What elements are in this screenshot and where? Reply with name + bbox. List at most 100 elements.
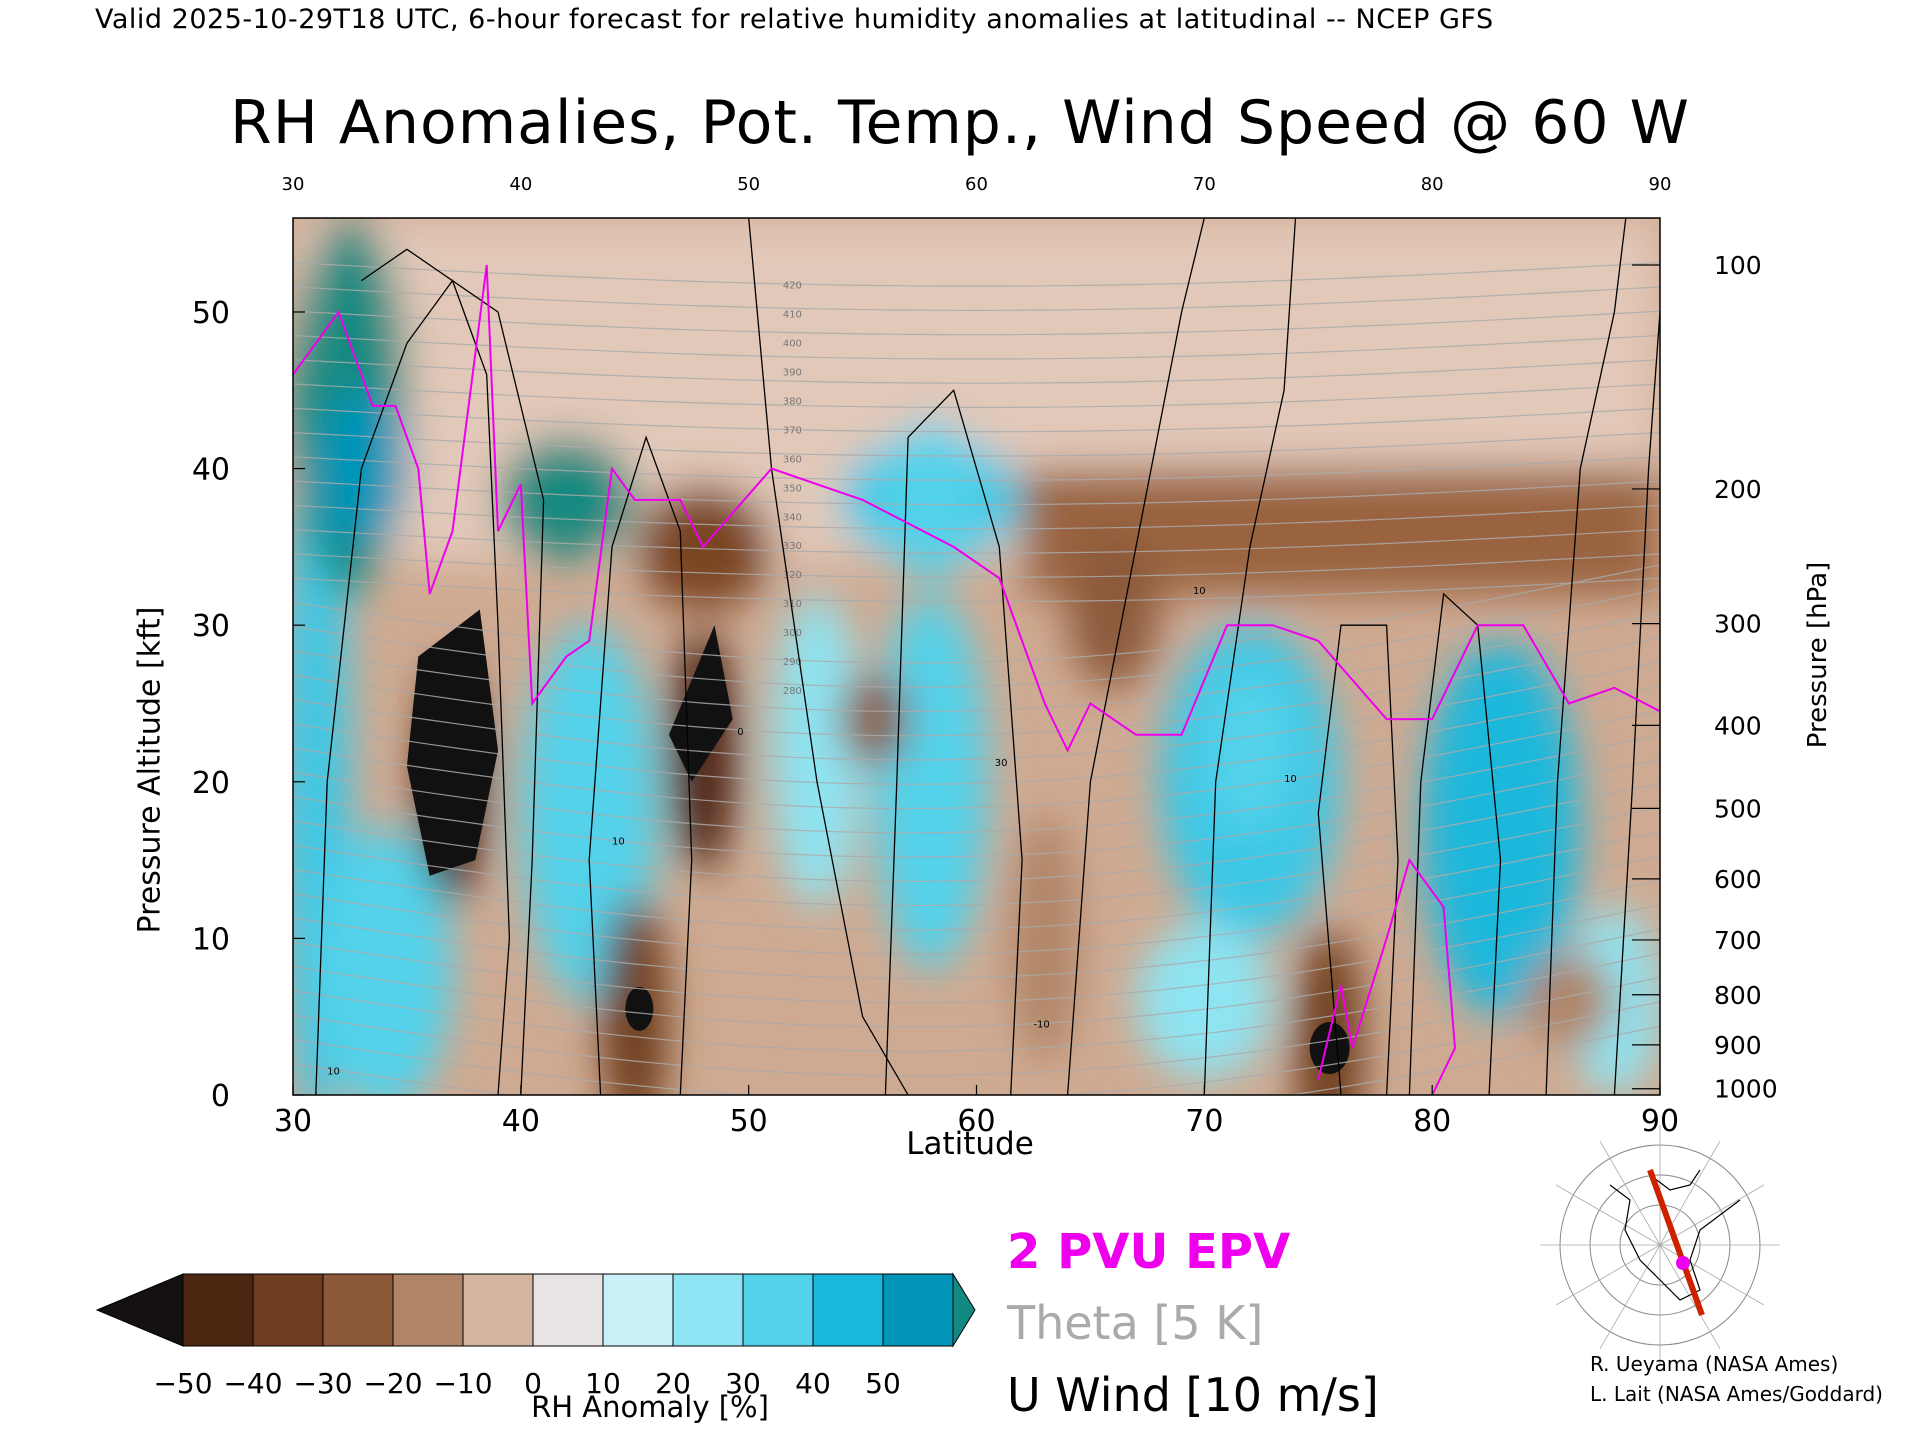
theta-label-350: 350 — [783, 483, 802, 494]
theta-label-290: 290 — [783, 657, 802, 668]
colorbar-tick-6: 10 — [585, 1367, 621, 1400]
theta-line-15 — [293, 661, 1660, 761]
x-top-tick-label-60: 60 — [965, 174, 988, 195]
wind-contours: 10 0 30 10 10 10 -10 — [315, 218, 1660, 1095]
x-tick-label-40: 40 — [502, 1104, 540, 1139]
y-tick-label-10: 10 — [192, 922, 230, 957]
colorbar-swatch-3 — [322, 1273, 394, 1347]
theta-line-4 — [293, 928, 1660, 1028]
x-top-tick-label-70: 70 — [1193, 174, 1216, 195]
wind-contour-8 — [1408, 592, 1502, 1095]
p-tick-label-700: 700 — [1714, 926, 1762, 955]
y-tick-label-40: 40 — [192, 453, 230, 488]
p-tick-label-1000: 1000 — [1714, 1075, 1778, 1104]
colorbar-swatch-5 — [462, 1273, 534, 1347]
colorbar-left-arrow — [95, 1273, 184, 1347]
theta-line-11 — [293, 758, 1660, 858]
theta-line-2 — [293, 976, 1660, 1077]
map-meridian-150 — [1555, 1244, 1661, 1306]
wind-label-4: 10 — [1193, 586, 1206, 597]
map-meridian-240 — [1599, 1140, 1661, 1246]
theta-line-20 — [293, 577, 1660, 603]
theta-label-330: 330 — [783, 541, 802, 552]
theta-label-370: 370 — [783, 425, 802, 436]
colorbar-label: RH Anomaly [%] — [531, 1390, 769, 1424]
theta-line-1 — [293, 1001, 1660, 1095]
inset-map — [1540, 1125, 1780, 1365]
p-tick-label-900: 900 — [1714, 1031, 1762, 1060]
theta-label-320: 320 — [783, 570, 802, 581]
x-tick-label-60: 60 — [957, 1104, 995, 1139]
p-tick-label-400: 400 — [1714, 711, 1762, 740]
colorbar-swatch-11 — [882, 1273, 954, 1347]
theta-line-7 — [293, 855, 1660, 955]
theta-line-32 — [293, 286, 1660, 312]
epv-line-upper — [293, 264, 1660, 753]
colorbar-tick-5: 0 — [524, 1367, 542, 1400]
theta-line-31 — [293, 310, 1660, 336]
wind-contour-6 — [1203, 218, 1297, 1095]
theta-line-18 — [293, 588, 1660, 688]
wind-label-3: 10 — [1284, 774, 1297, 785]
y-tick-label-50: 50 — [192, 296, 230, 331]
theta-line-13 — [293, 709, 1660, 810]
colorbar-swatch-10 — [812, 1273, 884, 1347]
rh-blob-14 — [1010, 813, 1080, 1064]
field-blobs — [293, 218, 1660, 1095]
colorbar-tick-8: 30 — [725, 1367, 761, 1400]
theta-line-8 — [293, 831, 1660, 931]
map-coastline-1 — [1609, 1184, 1741, 1301]
epv-2pvu-line — [293, 264, 1660, 1095]
y-tick-label-20: 20 — [192, 766, 230, 801]
theta-label-410: 410 — [783, 309, 802, 320]
wind-contour-9 — [1545, 218, 1627, 1095]
rh-blob-1 — [315, 828, 453, 1095]
colorbar-swatch-8 — [672, 1273, 744, 1347]
pressure-axis: 100 200 300 400 500 600 700 800 900 1000 — [1632, 251, 1778, 1104]
x-tick-label-50: 50 — [730, 1104, 768, 1139]
theta-line-22 — [293, 529, 1660, 554]
theta-line-28 — [293, 383, 1660, 409]
colorbar-swatch-7 — [602, 1273, 674, 1347]
colorbar: −50 −40 −30 −20 −10 0 10 20 30 40 50 — [95, 1272, 976, 1400]
colorbar-tick-10: 50 — [865, 1367, 901, 1400]
theta-line-30 — [293, 334, 1660, 360]
theta-line-19 — [293, 564, 1660, 664]
legend-wind: U Wind [10 m/s] — [1007, 1368, 1379, 1422]
y-tick-label-0: 0 — [211, 1079, 230, 1114]
map-coastline-2 — [1649, 1169, 1701, 1191]
colorbar-swatch-4 — [392, 1273, 464, 1347]
x-top-tick-label-90: 90 — [1649, 174, 1672, 195]
y-tick-label-30: 30 — [192, 609, 230, 644]
dry-core-45N — [625, 986, 654, 1031]
colorbar-tick-4: −10 — [433, 1367, 492, 1400]
legend-epv: 2 PVU EPV — [1007, 1224, 1291, 1280]
rh-blob-13 — [839, 672, 909, 767]
rh-feature-7 — [1203, 670, 1296, 831]
theta-line-14 — [293, 685, 1660, 785]
x-top-tick-label-50: 50 — [737, 174, 760, 195]
x-axis-top: 30 40 50 60 70 80 90 — [282, 174, 1672, 195]
colorbar-tick-0: −50 — [153, 1367, 212, 1400]
colorbar-swatch-1 — [182, 1273, 254, 1347]
wind-contour-10 — [1613, 311, 1660, 1095]
theta-line-29 — [293, 359, 1660, 384]
theta-line-6 — [293, 879, 1660, 980]
colorbar-tick-1: −40 — [223, 1367, 282, 1400]
colorbar-swatch-9 — [742, 1273, 814, 1347]
theta-line-21 — [293, 553, 1660, 579]
rh-feature-8 — [1454, 764, 1547, 925]
p-tick-label-800: 800 — [1714, 981, 1762, 1010]
credit-1: R. Ueyama (NASA Ames) — [1590, 1352, 1839, 1376]
epv-line-lower — [1317, 857, 1457, 1095]
colorbar-tick-9: 40 — [795, 1367, 831, 1400]
colorbar-tick-2: −30 — [293, 1367, 352, 1400]
legend-theta: Theta [5 K] — [1007, 1296, 1264, 1350]
wind-contour-3 — [748, 218, 909, 1095]
theta-line-25 — [293, 456, 1660, 481]
theta-line-10 — [293, 782, 1660, 883]
p-tick-label-600: 600 — [1714, 865, 1762, 894]
p-tick-label-500: 500 — [1714, 794, 1762, 823]
x-tick-label-30: 30 — [274, 1104, 312, 1139]
